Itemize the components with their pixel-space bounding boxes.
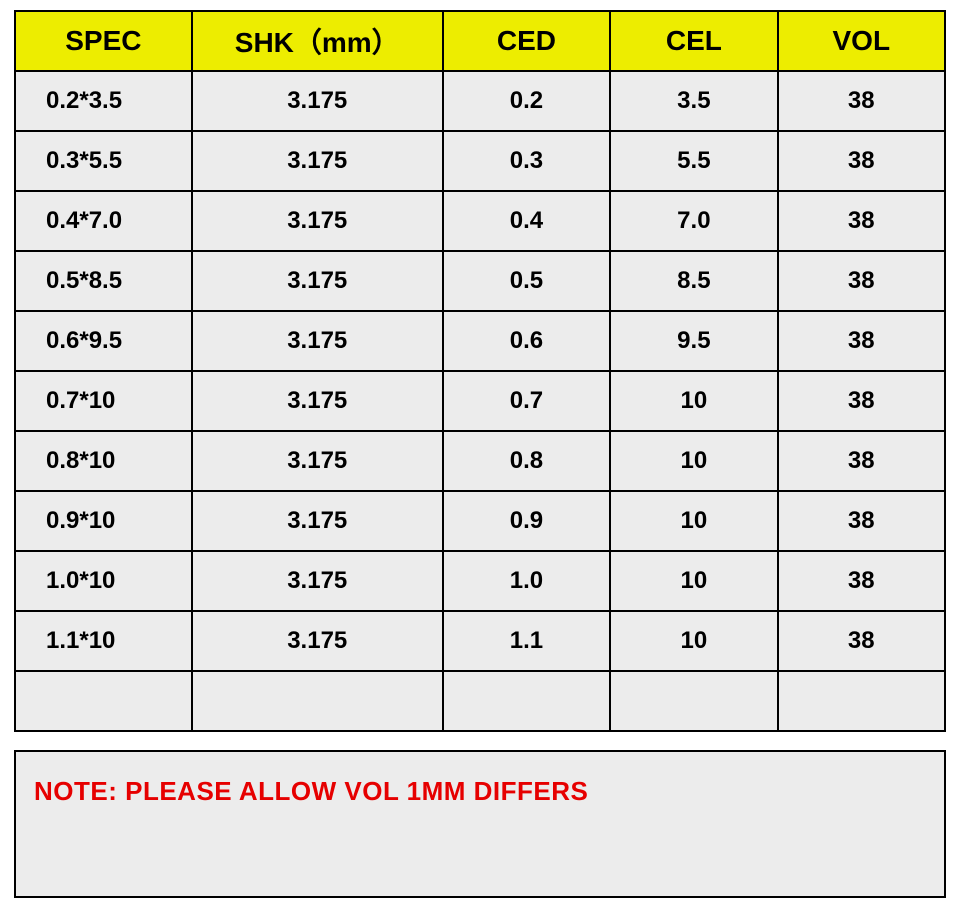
cell-shk: 3.175 — [192, 71, 443, 131]
cell-ced: 0.4 — [443, 191, 610, 251]
cell-spec: 0.2*3.5 — [15, 71, 192, 131]
cell-vol — [778, 671, 945, 731]
note-text: NOTE: PLEASE ALLOW VOL 1MM DIFFERS — [34, 776, 588, 806]
table-row: 1.0*10 3.175 1.0 10 38 — [15, 551, 945, 611]
col-header-ced: CED — [443, 11, 610, 71]
table-row: 0.4*7.0 3.175 0.4 7.0 38 — [15, 191, 945, 251]
cell-ced: 1.0 — [443, 551, 610, 611]
cell-ced — [443, 671, 610, 731]
cell-vol: 38 — [778, 431, 945, 491]
cell-cel: 10 — [610, 491, 777, 551]
cell-vol: 38 — [778, 191, 945, 251]
table-header-row: SPEC SHK（mm） CED CEL VOL — [15, 11, 945, 71]
cell-vol: 38 — [778, 311, 945, 371]
cell-vol: 38 — [778, 491, 945, 551]
cell-spec: 0.6*9.5 — [15, 311, 192, 371]
cell-spec: 0.5*8.5 — [15, 251, 192, 311]
cell-spec: 0.4*7.0 — [15, 191, 192, 251]
table-row: 0.3*5.5 3.175 0.3 5.5 38 — [15, 131, 945, 191]
cell-spec: 0.8*10 — [15, 431, 192, 491]
cell-ced: 0.6 — [443, 311, 610, 371]
cell-shk: 3.175 — [192, 311, 443, 371]
cell-cel: 8.5 — [610, 251, 777, 311]
cell-cel: 10 — [610, 611, 777, 671]
cell-cel: 10 — [610, 371, 777, 431]
cell-spec — [15, 671, 192, 731]
cell-shk — [192, 671, 443, 731]
table-row: 0.6*9.5 3.175 0.6 9.5 38 — [15, 311, 945, 371]
cell-ced: 0.2 — [443, 71, 610, 131]
cell-vol: 38 — [778, 251, 945, 311]
table-row: 1.1*10 3.175 1.1 10 38 — [15, 611, 945, 671]
cell-vol: 38 — [778, 71, 945, 131]
cell-shk: 3.175 — [192, 491, 443, 551]
cell-vol: 38 — [778, 551, 945, 611]
cell-ced: 0.7 — [443, 371, 610, 431]
cell-spec: 1.1*10 — [15, 611, 192, 671]
cell-shk: 3.175 — [192, 191, 443, 251]
col-header-cel: CEL — [610, 11, 777, 71]
cell-vol: 38 — [778, 131, 945, 191]
col-header-vol: VOL — [778, 11, 945, 71]
cell-ced: 0.5 — [443, 251, 610, 311]
table-row: 0.8*10 3.175 0.8 10 38 — [15, 431, 945, 491]
table-row: 0.2*3.5 3.175 0.2 3.5 38 — [15, 71, 945, 131]
cell-shk: 3.175 — [192, 611, 443, 671]
cell-ced: 1.1 — [443, 611, 610, 671]
cell-spec: 0.3*5.5 — [15, 131, 192, 191]
table-row: 0.5*8.5 3.175 0.5 8.5 38 — [15, 251, 945, 311]
table-row-empty — [15, 671, 945, 731]
cell-vol: 38 — [778, 371, 945, 431]
cell-shk: 3.175 — [192, 431, 443, 491]
cell-spec: 0.7*10 — [15, 371, 192, 431]
table-row: 0.7*10 3.175 0.7 10 38 — [15, 371, 945, 431]
cell-spec: 1.0*10 — [15, 551, 192, 611]
table-row: 0.9*10 3.175 0.9 10 38 — [15, 491, 945, 551]
cell-cel: 5.5 — [610, 131, 777, 191]
cell-shk: 3.175 — [192, 251, 443, 311]
cell-shk: 3.175 — [192, 551, 443, 611]
cell-cel: 10 — [610, 551, 777, 611]
cell-spec: 0.9*10 — [15, 491, 192, 551]
table-body: 0.2*3.5 3.175 0.2 3.5 38 0.3*5.5 3.175 0… — [15, 71, 945, 731]
cell-cel: 3.5 — [610, 71, 777, 131]
cell-cel — [610, 671, 777, 731]
col-header-shk: SHK（mm） — [192, 11, 443, 71]
cell-ced: 0.3 — [443, 131, 610, 191]
cell-shk: 3.175 — [192, 371, 443, 431]
cell-cel: 9.5 — [610, 311, 777, 371]
col-header-spec: SPEC — [15, 11, 192, 71]
cell-shk: 3.175 — [192, 131, 443, 191]
cell-ced: 0.9 — [443, 491, 610, 551]
cell-cel: 10 — [610, 431, 777, 491]
cell-cel: 7.0 — [610, 191, 777, 251]
spec-table: SPEC SHK（mm） CED CEL VOL 0.2*3.5 3.175 0… — [14, 10, 946, 732]
note-box: NOTE: PLEASE ALLOW VOL 1MM DIFFERS — [14, 750, 946, 898]
cell-ced: 0.8 — [443, 431, 610, 491]
cell-vol: 38 — [778, 611, 945, 671]
